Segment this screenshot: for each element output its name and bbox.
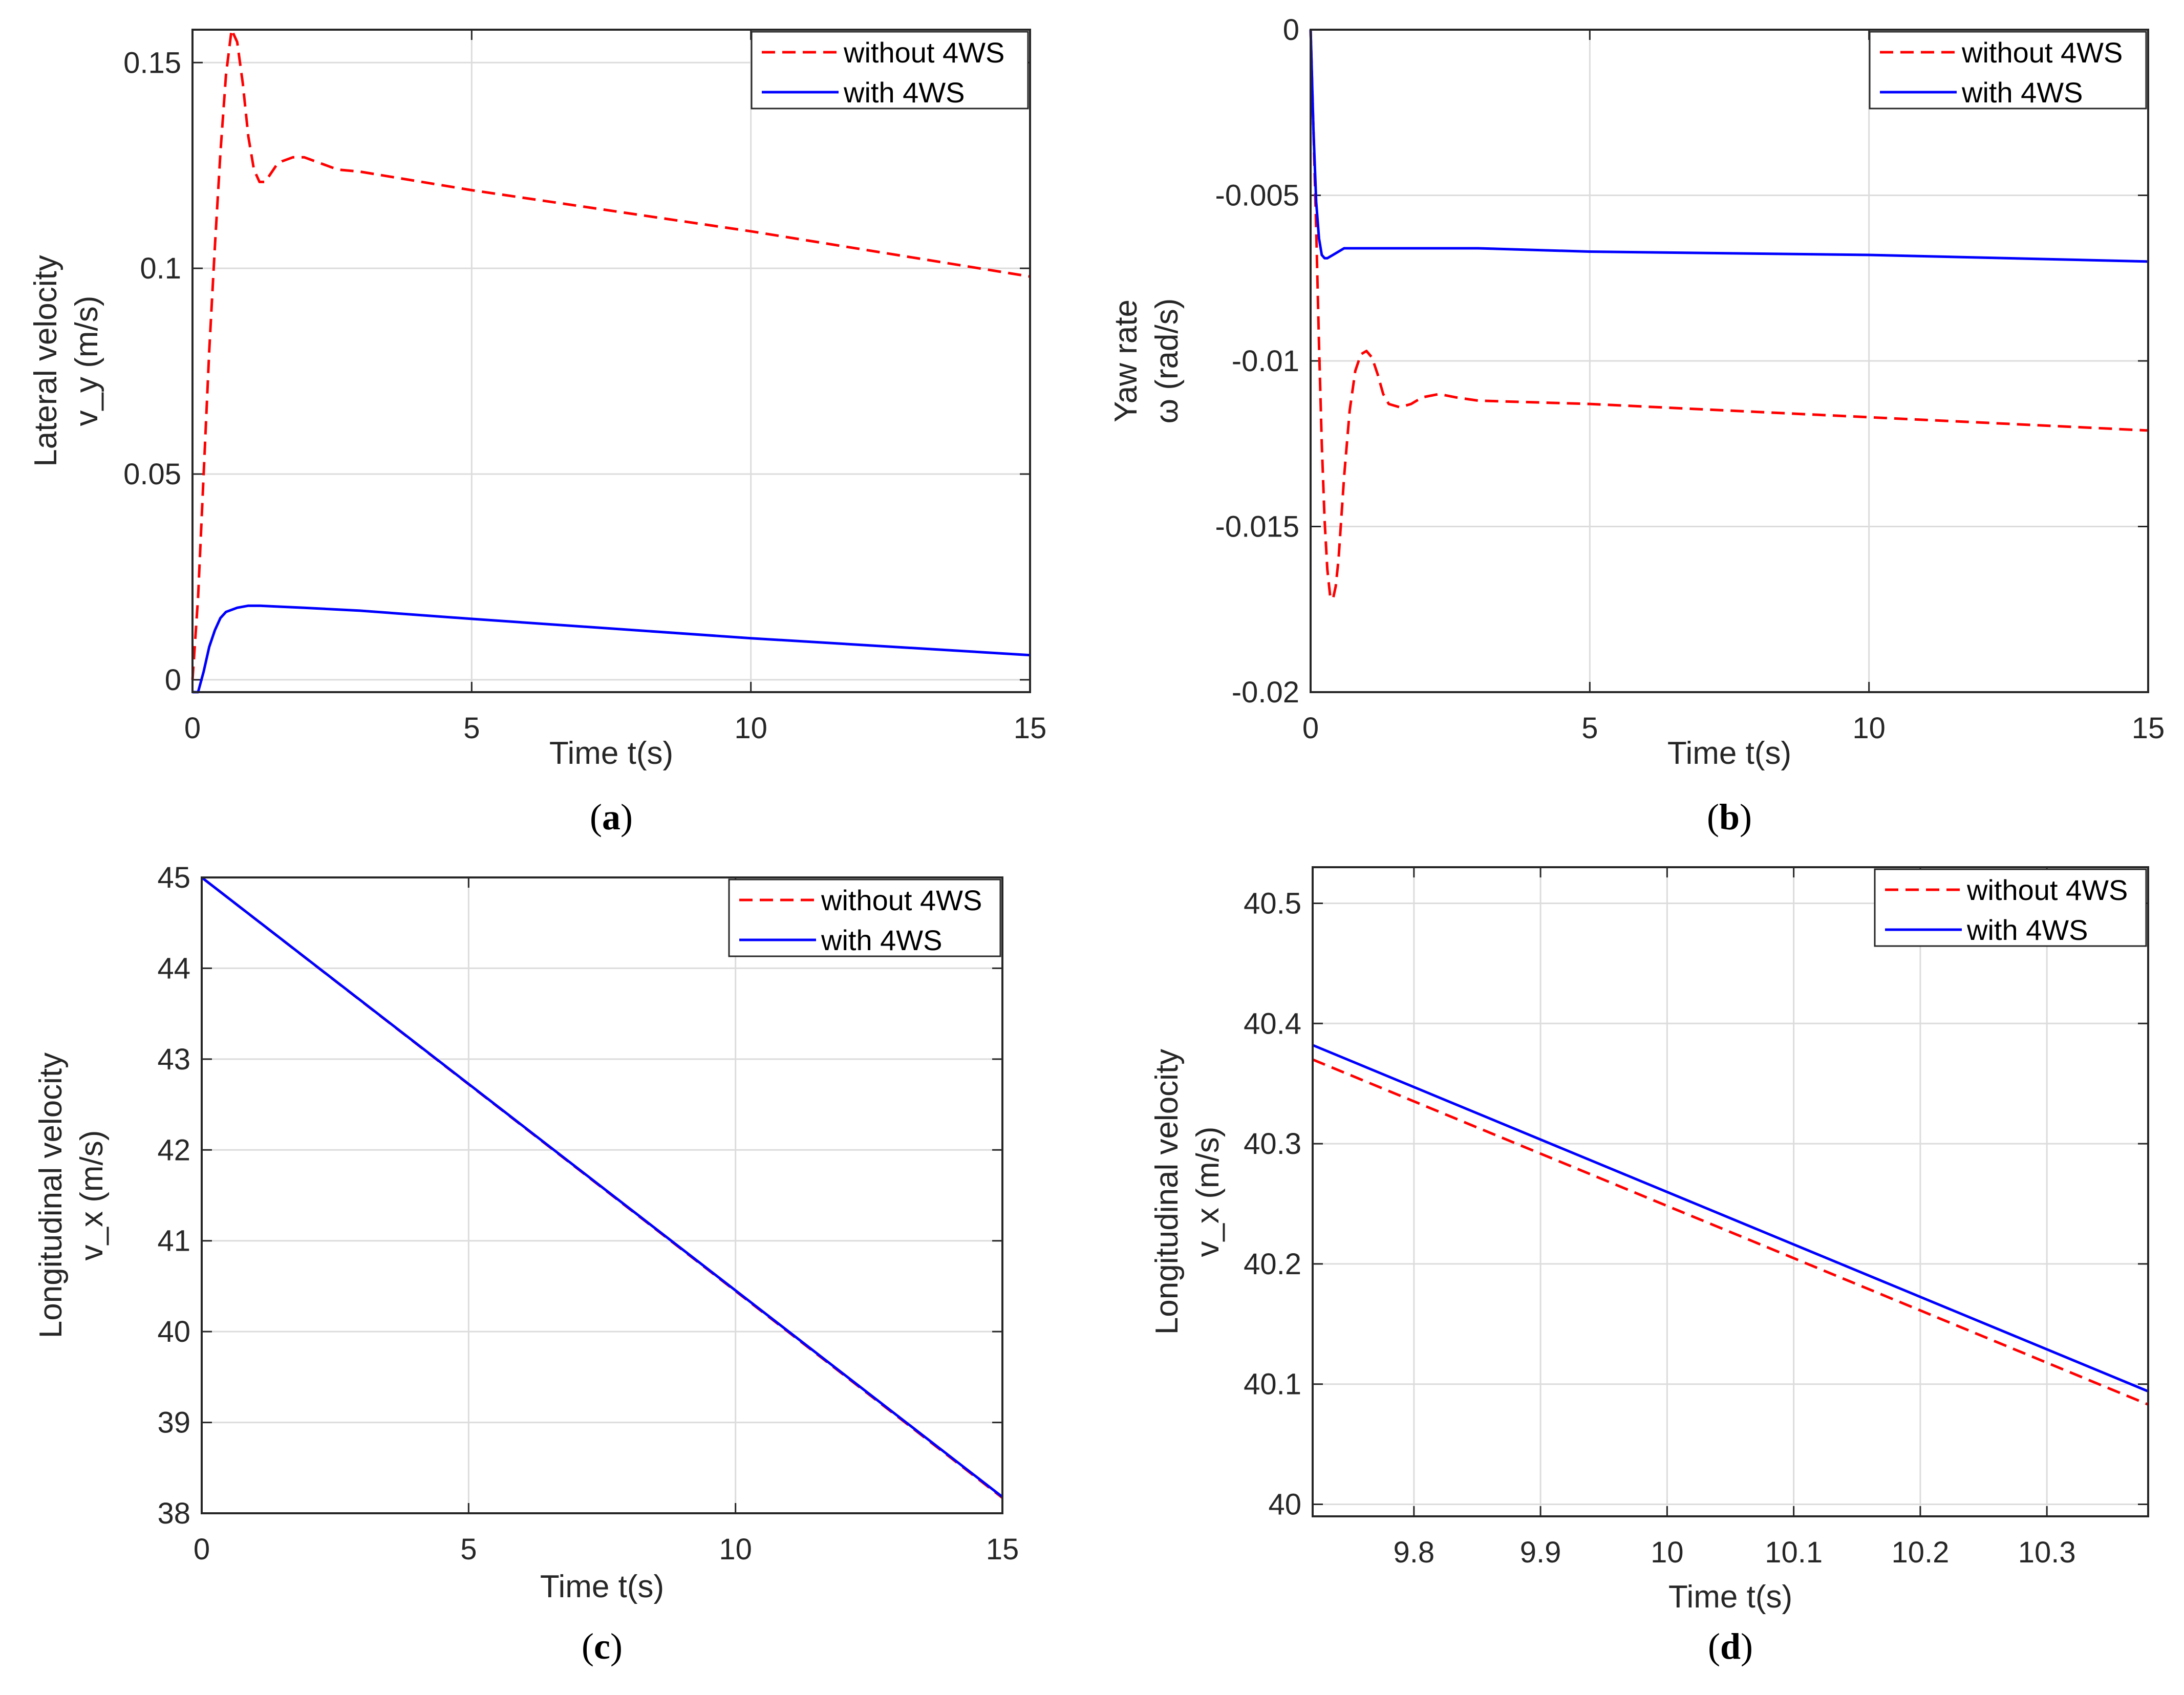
legend-box xyxy=(751,31,1029,110)
x-tick-label: 5 xyxy=(463,712,480,745)
panel-caption: (c) xyxy=(582,1626,623,1667)
y-axis-label-line: Yaw rate xyxy=(1108,299,1144,422)
y-tick-label: 40.1 xyxy=(1244,1368,1301,1401)
chart-panel-d: 9.8 9.9 10 10.1 10.2 10.3 40 40.1 40.2 40.3 40.4 40… xyxy=(1149,866,2149,1667)
legend: without 4WS with 4WS xyxy=(1874,868,2147,947)
legend-label: without 4WS xyxy=(843,36,1004,69)
x-tick-label: 9.8 xyxy=(1393,1536,1434,1569)
y-tick-label: 0 xyxy=(1283,13,1299,47)
panel-caption-letter: b xyxy=(1719,797,1740,838)
y-tick-label: -0.015 xyxy=(1215,510,1299,544)
legend-label: without 4WS xyxy=(1966,874,2128,906)
legend-box xyxy=(728,878,1001,957)
series-line-without-4ws xyxy=(191,28,1031,680)
y-tick-label: 0.05 xyxy=(123,458,181,491)
series-line-with-4ws xyxy=(1309,29,2149,263)
chart-panel-b: 0 5 10 15 0 -0.005 -0.01 -0.015 -0.02 Time t(s) Ya… xyxy=(1108,13,2165,838)
x-axis-label: Time t(s) xyxy=(1668,1579,1792,1615)
legend-label: with 4WS xyxy=(843,76,965,109)
legend-box xyxy=(1869,31,2147,110)
x-tick-label: 0 xyxy=(194,1533,210,1566)
x-tick-label: 9.9 xyxy=(1520,1536,1561,1569)
chart-panel-c: 0 5 10 15 38 39 40 41 42 43 44 45 Time t(s) Longitudi… xyxy=(33,861,1019,1667)
y-tick-label: 0.1 xyxy=(140,252,181,285)
panel-caption-letter: a xyxy=(602,797,620,838)
y-tick-label: 40.5 xyxy=(1244,887,1301,920)
plot-area xyxy=(192,30,1030,692)
x-axis-label: Time t(s) xyxy=(549,736,673,771)
y-tick-label: -0.01 xyxy=(1232,345,1299,378)
y-tick-label: 40.3 xyxy=(1244,1127,1301,1161)
legend: without 4WS with 4WS xyxy=(1869,31,2147,110)
y-axis-label-line: v_x (m/s) xyxy=(74,1130,110,1261)
legend-label: with 4WS xyxy=(1961,76,2083,109)
chart-panel-a: 0 5 10 15 0 0.05 0.1 0.15 Time t(s) Lateral veloc… xyxy=(28,28,1047,838)
y-axis-label-line: v_x (m/s) xyxy=(1190,1127,1226,1257)
series-line-with-4ws xyxy=(1312,1044,2149,1393)
x-tick-label: 15 xyxy=(1014,712,1047,745)
panel-caption-letter: d xyxy=(1720,1626,1741,1667)
y-tick-label: 40.2 xyxy=(1244,1248,1301,1281)
y-tick-label: 0 xyxy=(165,663,181,697)
panel-caption: (d) xyxy=(1708,1626,1753,1667)
plot-area xyxy=(202,877,1002,1513)
x-tick-label: 15 xyxy=(986,1533,1019,1566)
y-tick-label: 38 xyxy=(157,1497,190,1530)
plot-area xyxy=(1313,867,2148,1516)
y-tick-label: 41 xyxy=(157,1225,190,1258)
y-tick-label: 40 xyxy=(157,1315,190,1348)
y-tick-label: 0.15 xyxy=(123,46,181,79)
y-axis-label-line: Longitudinal velocity xyxy=(1149,1049,1185,1335)
y-tick-label: 42 xyxy=(157,1133,190,1167)
series-line-without-4ws xyxy=(1309,29,2149,601)
y-tick-label: 39 xyxy=(157,1406,190,1440)
y-tick-label: 40 xyxy=(1268,1488,1301,1521)
legend: without 4WS with 4WS xyxy=(728,878,1001,957)
series-line-with-4ws xyxy=(192,604,1031,694)
x-tick-label: 0 xyxy=(184,712,201,745)
axes-box xyxy=(1310,29,2149,693)
axes-box xyxy=(191,29,1031,693)
legend-label: with 4WS xyxy=(821,924,943,956)
x-tick-label: 10 xyxy=(1852,712,1886,745)
y-tick-label: 43 xyxy=(157,1043,190,1076)
x-tick-label: 10 xyxy=(734,712,767,745)
y-tick-label: 40.4 xyxy=(1244,1007,1301,1040)
x-tick-label: 10 xyxy=(1651,1536,1684,1569)
y-tick-label: 44 xyxy=(157,952,190,985)
legend-label: with 4WS xyxy=(1966,914,2088,946)
x-axis-label: Time t(s) xyxy=(540,1569,664,1604)
x-tick-label: 10.2 xyxy=(1891,1536,1949,1569)
x-axis-label: Time t(s) xyxy=(1667,736,1791,771)
series-line-with-4ws xyxy=(201,876,1003,1498)
axes-box xyxy=(201,876,1003,1514)
legend-box xyxy=(1874,868,2147,947)
axes-box xyxy=(1312,866,2149,1517)
panel-caption-letter: c xyxy=(594,1626,610,1667)
panel-caption: (a) xyxy=(590,797,633,838)
y-axis-label-line: v_y (m/s) xyxy=(69,296,104,426)
x-tick-label: 10.1 xyxy=(1765,1536,1823,1569)
legend: without 4WS with 4WS xyxy=(751,31,1029,110)
y-axis-label-line: Lateral velocity xyxy=(28,255,63,467)
x-tick-label: 10 xyxy=(719,1533,752,1566)
y-axis-label-line: ω (rad/s) xyxy=(1149,298,1185,424)
y-tick-label: -0.005 xyxy=(1215,179,1299,212)
x-tick-label: 5 xyxy=(1581,712,1598,745)
series-line-without-4ws xyxy=(1312,1058,2149,1406)
x-tick-label: 15 xyxy=(2132,712,2165,745)
y-tick-label: 45 xyxy=(157,861,190,894)
y-tick-label: -0.02 xyxy=(1232,676,1299,709)
x-tick-label: 0 xyxy=(1302,712,1319,745)
x-tick-label: 10.3 xyxy=(2018,1536,2076,1569)
legend-label: without 4WS xyxy=(1961,36,2123,69)
x-tick-label: 5 xyxy=(460,1533,477,1566)
legend-label: without 4WS xyxy=(821,884,982,916)
y-axis-label-line: Longitudinal velocity xyxy=(33,1053,69,1338)
panel-caption: (b) xyxy=(1707,797,1752,838)
